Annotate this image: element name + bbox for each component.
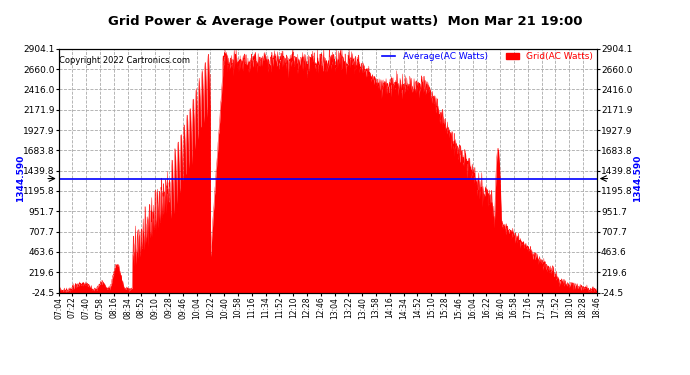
Text: Grid Power & Average Power (output watts)  Mon Mar 21 19:00: Grid Power & Average Power (output watts… <box>108 15 582 28</box>
Text: 1344.590: 1344.590 <box>17 155 26 202</box>
Text: 1344.590: 1344.590 <box>633 155 642 202</box>
Legend: Average(AC Watts), Grid(AC Watts): Average(AC Watts), Grid(AC Watts) <box>378 49 597 65</box>
Text: Copyright 2022 Cartronics.com: Copyright 2022 Cartronics.com <box>59 56 190 65</box>
